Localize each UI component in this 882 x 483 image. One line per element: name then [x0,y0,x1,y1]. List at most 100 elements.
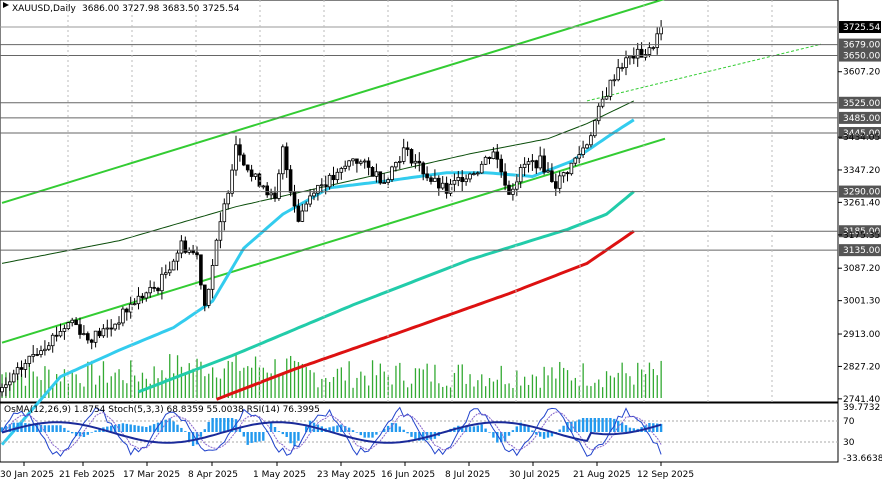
candle-body [351,158,355,162]
volume-bar [44,366,46,398]
candle-body [50,334,55,347]
volume-bar [9,384,11,398]
osma-bar [172,421,175,432]
volume-bar [348,361,350,398]
candle-body [93,330,98,343]
osma-bar [149,425,152,432]
osma-bar [589,418,593,432]
volume-bar [219,378,222,398]
candle-body [226,192,231,205]
osma-bar [620,422,624,432]
osma-bar [386,425,390,432]
osma-bar [546,432,550,438]
time-tick-label: 1 May 2025 [253,470,306,480]
level-label: 3485.00 [843,114,880,124]
volume-bar [613,377,615,398]
level-label: 3290.00 [843,188,880,198]
osma-bar [519,422,522,432]
osma-bar [113,424,117,432]
collapse-arrow-icon[interactable] [3,2,9,8]
channel-line [1,0,665,204]
candle-body [245,164,250,171]
candle-body [655,33,659,48]
volume-bar [317,387,319,398]
candle-body [339,168,344,173]
volume-bar [430,381,432,398]
indicator-scale-label: 39.7732 [843,403,880,413]
osma-bar [371,432,374,438]
volume-bar [504,384,506,398]
volume-bar [570,380,573,398]
volume-bar [434,364,436,398]
volume-bar [173,373,175,398]
level-label: 3650.00 [843,52,880,62]
volume-bar [180,366,183,398]
osma-bar [129,424,132,432]
osma-bar [47,425,50,432]
candle-body [635,48,640,59]
volume-bar [36,376,38,398]
candle-body [507,184,511,195]
volume-bar [535,376,537,398]
osma-bar [285,432,288,437]
volume-bar [617,372,619,398]
volume-bar [539,387,541,398]
osma-bar [254,432,257,443]
level-label-bg [839,96,881,109]
candle-body [105,327,110,330]
time-tick-label: 8 Apr 2025 [188,470,238,480]
volume-bar [465,383,467,398]
candle-body [70,319,75,324]
volume-bar [500,365,502,398]
ohlc-readout: 3686.00 3727.98 3683.50 3725.54 [82,4,240,14]
volume-bar [547,375,549,398]
indicator-scale-label: 70 [843,417,855,427]
osma-bar [496,432,499,443]
osma-bar [277,431,281,432]
candle-body [183,240,188,253]
volume-bar [461,364,463,398]
osma-bar [160,421,164,432]
volume-bar [524,376,526,398]
osma-bar [250,432,253,443]
osma-bar [363,432,366,438]
level-label: 3725.54 [843,23,880,33]
osma-bar [184,431,187,432]
volume-bar [602,387,604,398]
osma-bar [562,425,565,432]
volume-bar [118,369,120,398]
volume-bar [586,385,588,398]
candle-body [569,162,574,175]
volume-bar [453,372,456,398]
candle-body [280,146,285,175]
volume-bar [122,380,124,398]
osma-bar [195,432,199,445]
channel-mid-line [586,43,822,102]
volume-bar [20,373,23,398]
candle-body [288,169,293,193]
osma-bar [550,432,554,437]
volume-bar [243,367,245,398]
level-label-bg [839,185,881,198]
candle-body [499,158,503,173]
volume-bar [527,384,530,398]
volume-bar [340,367,342,398]
candle-body [304,203,308,212]
channel-line [1,137,666,344]
candle-body [421,162,425,175]
volume-bar [17,375,19,398]
candle-body [261,185,266,188]
osma-bar [628,427,632,432]
candle-body [479,163,484,174]
volume-bar [63,369,66,398]
candle-body [440,182,445,189]
osma-bar [656,423,659,432]
volume-bar [141,372,144,398]
volume-bar [442,386,444,398]
volume-bar [629,376,631,398]
indicator-scale-label: -33.6638 [843,454,882,464]
osma-bar [398,426,401,432]
volume-bar [110,376,112,398]
volume-bar [375,375,378,398]
